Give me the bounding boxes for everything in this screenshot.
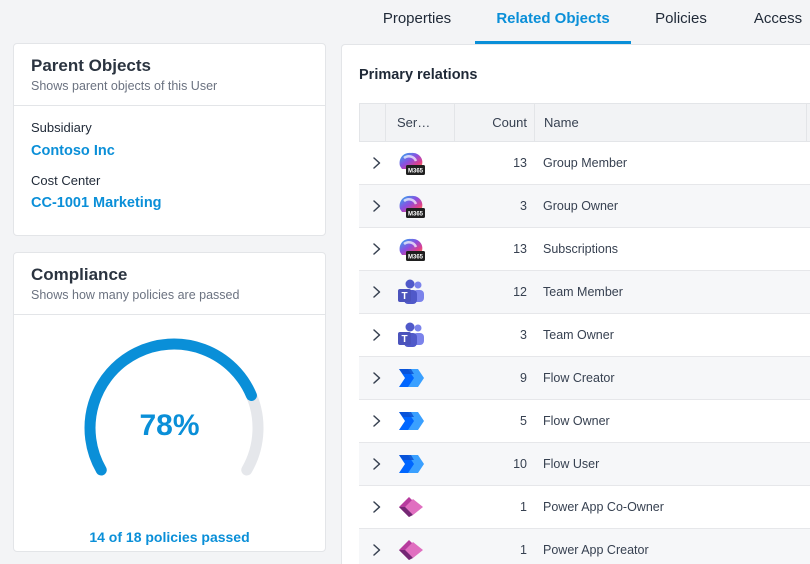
row-count: 12 (513, 285, 527, 299)
chevron-right-icon[interactable] (369, 456, 385, 472)
chevron-right-icon[interactable] (369, 499, 385, 515)
chevron-right-icon[interactable] (369, 370, 385, 386)
m365-icon: M365 (396, 193, 426, 219)
table-row[interactable]: T 3 Team Owner (359, 314, 810, 357)
expand-column-header (360, 104, 386, 141)
power-automate-icon (396, 408, 426, 434)
tab-access[interactable]: Access (753, 10, 803, 27)
tab-properties[interactable]: Properties (382, 10, 452, 27)
parent-objects-header: Parent Objects Shows parent objects of t… (14, 44, 325, 106)
primary-relations-title: Primary relations (359, 67, 478, 83)
parent-objects-title: Parent Objects (31, 56, 151, 75)
cost-center-link[interactable]: CC-1001 Marketing (31, 195, 162, 211)
row-count: 13 (513, 156, 527, 170)
row-count: 5 (520, 414, 527, 428)
gauge-fill (84, 338, 257, 476)
row-name: Team Owner (543, 328, 614, 342)
count-column-header[interactable]: Count (455, 104, 535, 141)
compliance-title: Compliance (31, 265, 128, 284)
power-apps-icon (396, 494, 426, 520)
table-row[interactable]: M365 3 Group Owner (359, 185, 810, 228)
power-apps-icon (396, 537, 426, 563)
row-count: 9 (520, 371, 527, 385)
table-row[interactable]: M365 13 Group Member (359, 142, 810, 185)
table-body: M365 13 Group Member M365 3 Group Owner (359, 142, 810, 564)
tab-bar: Properties Related Objects Policies Acce… (340, 0, 810, 44)
table-row[interactable]: 1 Power App Co-Owner (359, 486, 810, 529)
chevron-right-icon[interactable] (369, 413, 385, 429)
parent-objects-subtitle: Shows parent objects of this User (31, 79, 218, 93)
relations-table: Ser… Count Name M365 13 Group Member (359, 103, 810, 564)
m365-icon: M365 (396, 150, 426, 176)
chevron-right-icon[interactable] (369, 241, 385, 257)
m365-icon: M365 (396, 236, 426, 262)
power-automate-icon (396, 365, 426, 391)
table-row[interactable]: 1 Power App Creator (359, 529, 810, 564)
compliance-header: Compliance Shows how many policies are p… (14, 253, 325, 315)
chevron-right-icon[interactable] (369, 155, 385, 171)
row-name: Power App Creator (543, 543, 649, 557)
row-name: Power App Co-Owner (543, 500, 664, 514)
compliance-gauge (84, 338, 264, 476)
row-name: Group Member (543, 156, 628, 170)
row-name: Subscriptions (543, 242, 619, 256)
svg-text:T: T (401, 334, 407, 345)
relations-panel: Primary relations Ser… Count Name M365 1… (341, 44, 810, 564)
svg-text:M365: M365 (408, 169, 424, 175)
chevron-right-icon[interactable] (369, 542, 385, 558)
tab-related-objects[interactable]: Related Objects (475, 0, 631, 44)
power-automate-icon (396, 451, 426, 477)
svg-text:M365: M365 (408, 255, 424, 261)
row-name: Flow Owner (543, 414, 610, 428)
row-count: 10 (513, 457, 527, 471)
table-row[interactable]: 10 Flow User (359, 443, 810, 486)
teams-icon: T (396, 322, 426, 348)
compliance-card: Compliance Shows how many policies are p… (13, 252, 326, 552)
tab-policies[interactable]: Policies (655, 10, 707, 27)
compliance-percent: 78% (139, 409, 200, 442)
table-row[interactable]: M365 13 Subscriptions (359, 228, 810, 271)
row-name: Flow User (543, 457, 600, 471)
subsidiary-link[interactable]: Contoso Inc (31, 143, 115, 159)
compliance-caption: 14 of 18 policies passed (89, 529, 250, 545)
table-row[interactable]: 5 Flow Owner (359, 400, 810, 443)
row-name: Flow Creator (543, 371, 615, 385)
parent-objects-card: Parent Objects Shows parent objects of t… (13, 43, 326, 236)
svg-text:T: T (401, 291, 407, 302)
row-name: Group Owner (543, 199, 619, 213)
row-count: 3 (520, 328, 527, 342)
table-row[interactable]: T 12 Team Member (359, 271, 810, 314)
row-name: Team Member (543, 285, 623, 299)
table-row[interactable]: 9 Flow Creator (359, 357, 810, 400)
svg-text:M365: M365 (408, 212, 424, 218)
service-column-header[interactable]: Ser… (386, 104, 455, 141)
chevron-right-icon[interactable] (369, 198, 385, 214)
table-header: Ser… Count Name (359, 103, 810, 142)
cost-center-label: Cost Center (31, 173, 101, 188)
chevron-right-icon[interactable] (369, 327, 385, 343)
chevron-right-icon[interactable] (369, 284, 385, 300)
teams-icon: T (396, 279, 426, 305)
compliance-subtitle: Shows how many policies are passed (31, 288, 240, 302)
name-column-header[interactable]: Name (535, 104, 807, 141)
row-count: 3 (520, 199, 527, 213)
row-count: 13 (513, 242, 527, 256)
subsidiary-label: Subsidiary (31, 120, 92, 135)
row-count: 1 (520, 500, 527, 514)
row-count: 1 (520, 543, 527, 557)
